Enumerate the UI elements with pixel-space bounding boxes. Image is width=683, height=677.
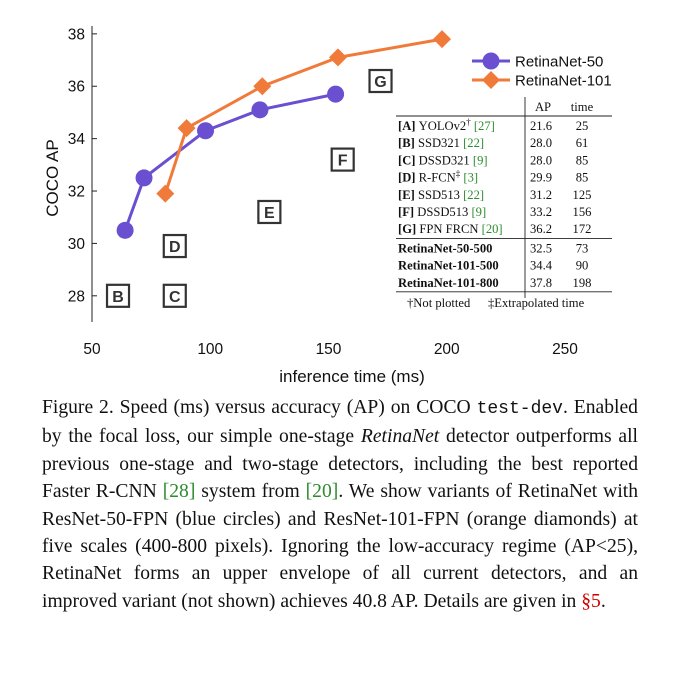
table-cell-time: 85: [576, 153, 589, 167]
table-cell-ap: 31.2: [530, 188, 552, 202]
label-letter: F: [338, 153, 348, 170]
table-cell-ap: 21.6: [530, 119, 552, 133]
table-cell-time: 25: [576, 119, 589, 133]
caption-text-1: Figure 2. Speed (ms) versus accuracy (AP…: [42, 397, 477, 418]
legend-marker-circle: [482, 52, 500, 70]
legend: RetinaNet-50 RetinaNet-101: [472, 52, 612, 90]
table-header-time: time: [571, 100, 594, 114]
table-cell-time: 73: [576, 241, 589, 255]
data-point-circle: [327, 85, 345, 103]
caption-text-5: . We show variants of RetinaNet with Res…: [42, 481, 638, 612]
results-table: AP time [A] YOLOv2† [27] 21.6 25 [B] SSD321 […: [393, 96, 615, 318]
label-box: [105, 283, 131, 308]
table-cell-ap: 34.4: [530, 259, 553, 273]
legend-marker-diamond: [482, 71, 500, 89]
x-tick-label: 100: [197, 341, 223, 358]
y-tick-label: 34: [68, 131, 86, 148]
point-label-e: E: [257, 199, 282, 225]
table-row-c: [C] DSSD321 [9]: [398, 153, 488, 167]
table-retina-name: RetinaNet-101-500: [398, 259, 499, 273]
table-cell-ap: 28.0: [530, 153, 552, 167]
table-footnote-not-plotted: †Not plotted: [407, 296, 471, 310]
point-label-c: C: [162, 283, 187, 308]
table-row-f: [F] DSSD513 [9]: [398, 205, 486, 219]
y-tick-label: 38: [68, 26, 85, 43]
label-letter: D: [169, 239, 181, 256]
x-tick-label: 50: [83, 341, 101, 358]
data-point-circle: [135, 169, 153, 187]
table-header-ap: AP: [535, 100, 551, 114]
table-cell-time: 125: [573, 188, 592, 202]
caption-ref-28[interactable]: [28]: [162, 481, 196, 503]
point-label-layer: B C D E F G: [105, 68, 393, 308]
label-box: [162, 233, 187, 259]
table-retina-name: RetinaNet-101-800: [398, 276, 499, 290]
y-tick-label: 36: [68, 79, 85, 96]
caption-emphasis: RetinaNet: [360, 426, 440, 448]
label-box: [162, 283, 187, 308]
x-axis-title: inference time (ms): [279, 367, 424, 386]
label-letter: B: [112, 289, 124, 306]
chart-axes: 28 30 32 34 36 38 50 100 150 200 250: [68, 26, 578, 358]
speed-accuracy-chart: 28 30 32 34 36 38 50 100 150 200 250 B C D E F G Retina…: [43, 26, 615, 386]
data-point-diamond: [253, 77, 272, 96]
data-point-diamond: [156, 184, 175, 203]
caption-code: test-dev: [476, 399, 563, 419]
label-letter: E: [264, 205, 275, 222]
table-cell-ap: 28.0: [530, 136, 552, 150]
caption-text-6: .: [600, 590, 606, 612]
data-point-circle: [251, 101, 269, 119]
point-label-f: F: [330, 147, 355, 172]
table-cell-time: 85: [576, 171, 589, 185]
data-point-diamond: [328, 48, 347, 67]
table-row-a: [A] YOLOv2† [27]: [398, 117, 495, 133]
y-tick-label: 28: [68, 288, 85, 305]
caption-ref-section[interactable]: §5: [581, 590, 601, 612]
label-box: [257, 199, 282, 225]
legend-label: RetinaNet-101: [515, 73, 612, 90]
table-row-e: [E] SSD513 [22]: [398, 188, 484, 202]
table-cell-ap: 36.2: [530, 222, 552, 236]
table-cell-ap: 33.2: [530, 205, 552, 219]
point-label-b: B: [105, 283, 131, 308]
point-label-d: D: [162, 233, 187, 259]
y-tick-label: 30: [68, 236, 86, 253]
caption-text-3: detector outperforms all previous one-st…: [42, 426, 638, 503]
data-point-circle: [197, 122, 215, 140]
data-point-circle: [116, 221, 134, 239]
table-cell-ap: 37.8: [530, 276, 552, 290]
caption-text-4: system from: [195, 481, 306, 503]
table-cell-time: 61: [576, 136, 589, 150]
series-line: [123, 92, 336, 231]
table-footnote-extrapolated: ‡Extrapolated time: [488, 296, 585, 310]
label-letter: C: [169, 289, 181, 306]
table-row-d: [D] R-FCN‡ [3]: [398, 169, 478, 185]
data-point-diamond: [177, 119, 196, 138]
caption-text-2: . Enabled by the focal loss, our simple …: [42, 397, 638, 448]
label-box: [330, 147, 355, 172]
table-row-b: [B] SSD321 [22]: [398, 136, 484, 150]
table-cell-time: 90: [576, 259, 589, 273]
y-tick-label: 32: [68, 184, 85, 201]
data-point-diamond: [433, 30, 452, 49]
table-retina-name: RetinaNet-50-500: [398, 241, 492, 255]
table-row-g: [G] FPN FRCN [20]: [398, 222, 503, 236]
x-tick-label: 250: [552, 341, 578, 358]
table-cell-ap: 32.5: [530, 241, 552, 255]
legend-label: RetinaNet-50: [515, 54, 603, 71]
table-cell-time: 172: [573, 222, 592, 236]
table-cell-time: 156: [573, 205, 592, 219]
figure-caption: Figure 2. Speed (ms) versus accuracy (AP…: [42, 394, 638, 615]
caption-ref-20[interactable]: [20]: [305, 481, 339, 503]
table-cell-time: 198: [573, 276, 592, 290]
series-layer: [116, 30, 452, 239]
table-cell-ap: 29.9: [530, 171, 552, 185]
table-background: [393, 96, 615, 318]
label-letter: G: [374, 74, 386, 91]
label-box: [368, 68, 393, 94]
x-tick-label: 150: [316, 341, 342, 358]
point-label-g: G: [368, 68, 393, 94]
y-axis-title: COCO AP: [43, 139, 62, 216]
x-tick-label: 200: [434, 341, 460, 358]
